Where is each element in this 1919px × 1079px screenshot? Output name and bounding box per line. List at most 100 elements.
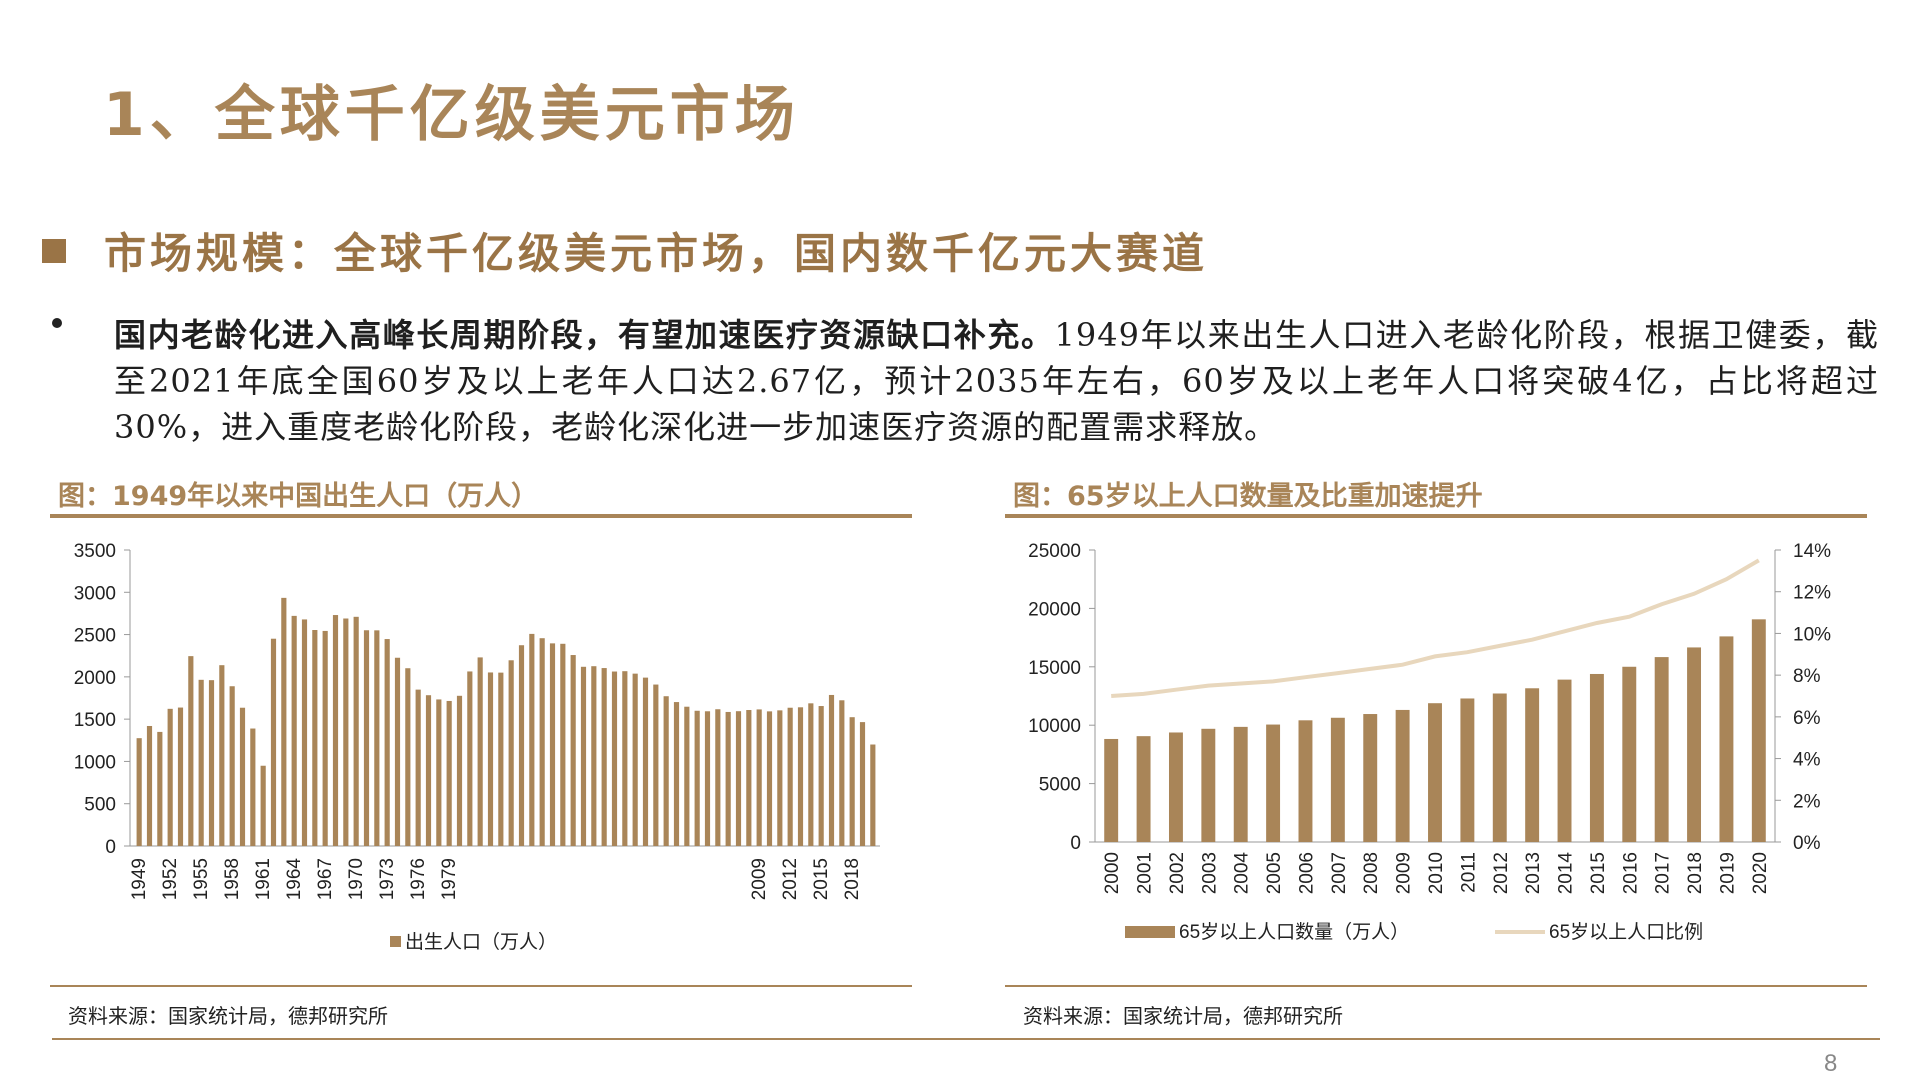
left-chart-title: 图：1949年以来中国出生人口（万人） xyxy=(58,481,539,512)
left-bar-1991 xyxy=(570,655,576,846)
left-bar-1960 xyxy=(250,728,256,846)
left-x-tick-label: 1979 xyxy=(439,858,460,900)
right-bar-2007 xyxy=(1330,717,1345,842)
right-chart-title: 图：65岁以上人口数量及比重加速提升 xyxy=(1013,481,1483,512)
left-bar-1993 xyxy=(591,666,597,846)
left-bar-2016 xyxy=(828,694,835,846)
left-bar-2004 xyxy=(704,711,711,846)
right-y2-tick-label: 8% xyxy=(1793,666,1821,687)
left-bar-1998 xyxy=(642,677,649,846)
left-bar-1969 xyxy=(343,618,349,846)
left-y-tick-label: 2000 xyxy=(74,668,116,689)
left-bar-2009 xyxy=(756,709,762,846)
right-bar-2004 xyxy=(1233,726,1248,842)
left-bar-1999 xyxy=(653,684,659,846)
left-x-tick-label: 2018 xyxy=(842,858,863,900)
left-bar-2013 xyxy=(797,707,804,846)
left-bar-1989 xyxy=(549,643,556,846)
left-bar-2000 xyxy=(663,696,669,846)
right-x-tick-label: 2006 xyxy=(1296,852,1317,894)
left-bar-1959 xyxy=(239,707,246,846)
right-bar-2008 xyxy=(1363,714,1378,842)
left-bar-2001 xyxy=(673,702,680,846)
left-x-tick-label: 1970 xyxy=(346,858,367,900)
left-bar-1964 xyxy=(291,615,297,846)
slide-title: 1、全球千亿级美元市场 xyxy=(103,80,800,150)
left-y-tick-label: 2500 xyxy=(74,626,116,647)
right-bar-2016 xyxy=(1622,666,1637,842)
left-x-tick-label: 1958 xyxy=(222,858,243,900)
left-y-tick-label: 3500 xyxy=(74,541,116,562)
right-y-tick-label: 20000 xyxy=(1028,599,1081,620)
right-bar-2005 xyxy=(1266,724,1281,842)
right-y2-tick-label: 12% xyxy=(1793,583,1831,604)
left-bar-1949 xyxy=(136,738,142,846)
right-bar-2000 xyxy=(1104,738,1119,842)
bullet-dot-icon xyxy=(52,318,62,328)
left-bar-1954 xyxy=(188,656,194,846)
section-square-marker xyxy=(42,238,66,263)
section-heading: 市场规模：全球千亿级美元市场，国内数千亿元大赛道 xyxy=(42,220,1208,281)
right-y-tick-label: 15000 xyxy=(1028,658,1081,679)
left-bar-1988 xyxy=(539,638,545,846)
right-x-tick-label: 2010 xyxy=(1426,852,1447,894)
left-bar-1951 xyxy=(157,731,163,846)
right-bar-2017 xyxy=(1654,657,1669,842)
left-x-tick-label: 2015 xyxy=(811,858,832,900)
page-number: 8 xyxy=(1824,1050,1838,1077)
left-chart: 0 500 1000 1500 2000 2500 3000 3500 1949 1952 1955… xyxy=(74,541,880,953)
right-x-tick-label: 2009 xyxy=(1394,852,1415,894)
left-bar-2003 xyxy=(694,710,700,846)
right-bar-2006 xyxy=(1298,720,1313,842)
left-bar-1974 xyxy=(394,657,401,846)
left-bar-1972 xyxy=(374,630,380,846)
left-x-tick-label: 1961 xyxy=(253,858,274,900)
right-y-tick-label: 25000 xyxy=(1028,541,1081,562)
left-bar-2014 xyxy=(808,703,814,846)
right-bar-2003 xyxy=(1201,728,1216,842)
right-ratio-line xyxy=(1111,558,1760,698)
left-bar-2010 xyxy=(766,711,773,846)
left-bar-1983 xyxy=(487,672,494,846)
left-bar-1955 xyxy=(198,679,204,846)
right-x-tick-label: 2012 xyxy=(1491,852,1512,894)
right-bar-2010 xyxy=(1428,703,1442,842)
left-bar-2011 xyxy=(777,710,783,846)
left-bar-1961 xyxy=(260,765,266,846)
right-x-tick-label: 2007 xyxy=(1329,852,1350,894)
left-x-tick-label: 1973 xyxy=(377,858,398,900)
left-bar-1966 xyxy=(312,630,318,846)
right-bar-2013 xyxy=(1525,688,1540,842)
left-bar-1950 xyxy=(146,725,153,846)
left-bar-1973 xyxy=(384,639,390,846)
right-legend-bar-swatch xyxy=(1125,926,1175,938)
right-x-tick-label: 2008 xyxy=(1361,852,1382,894)
left-bar-1965 xyxy=(301,619,308,846)
left-bar-1977 xyxy=(425,695,432,846)
left-y-tick-label: 500 xyxy=(84,795,116,816)
right-y-tick-label: 5000 xyxy=(1039,775,1081,796)
right-y2-tick-label: 10% xyxy=(1793,624,1831,645)
left-x-tick-label: 1952 xyxy=(160,858,181,900)
left-bar-2005 xyxy=(715,709,721,846)
right-bar-2018 xyxy=(1687,647,1702,842)
left-bar-2019 xyxy=(859,722,866,846)
section-heading-text: 市场规模：全球千亿级美元市场，国内数千亿元大赛道 xyxy=(104,229,1209,278)
left-chart-top-rule xyxy=(50,514,912,518)
left-y-tick-label: 1500 xyxy=(74,710,116,731)
left-x-tick-label: 2012 xyxy=(780,858,801,900)
right-x-tick-label: 2018 xyxy=(1685,852,1706,894)
right-bar-2012 xyxy=(1492,693,1507,842)
left-bar-2012 xyxy=(787,707,793,846)
left-bar-2015 xyxy=(818,706,824,846)
left-x-tick-label: 1976 xyxy=(408,858,429,900)
left-bar-1978 xyxy=(436,699,442,846)
left-bar-1967 xyxy=(322,630,328,846)
right-bar-2009 xyxy=(1395,709,1410,842)
left-bar-1990 xyxy=(560,643,566,846)
left-bar-2007 xyxy=(735,711,742,846)
left-bar-2017 xyxy=(839,700,845,846)
right-x-tick-label: 2003 xyxy=(1199,852,1220,894)
right-x-tick-label: 2001 xyxy=(1135,852,1156,894)
left-bar-2018 xyxy=(849,717,855,846)
